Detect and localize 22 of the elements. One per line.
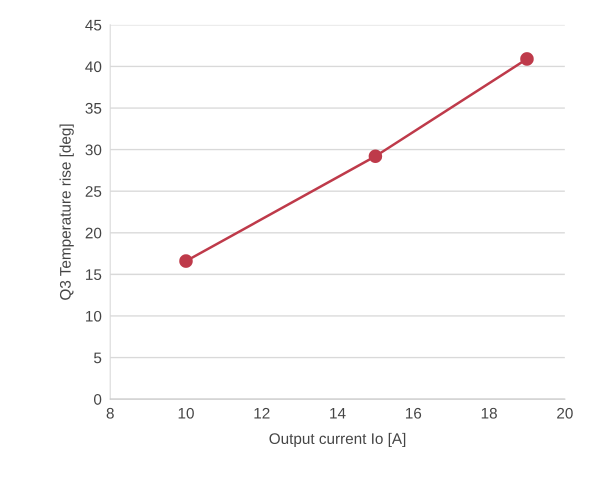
y-tick-label: 15	[86, 269, 102, 280]
y-tick-label: 0	[94, 394, 102, 405]
x-tick-label: 16	[406, 408, 422, 419]
y-tick-label: 20	[86, 228, 102, 238]
x-axis-title: Output current Io [A]	[269, 432, 406, 448]
y-tick-label: 35	[85, 102, 102, 114]
point	[179, 254, 193, 268]
y-tick-label: 45	[85, 20, 102, 31]
x-tick-label: 20	[557, 408, 573, 419]
x-tick-label: 12	[254, 408, 270, 419]
y-tick-label: 5	[94, 352, 102, 364]
point	[520, 52, 534, 66]
y-tick-label: 30	[85, 144, 102, 156]
y-tick-label: 25	[86, 186, 102, 197]
y-tick-label: 40	[85, 61, 102, 72]
y-axis-title: Q3 Temperature rise [deg]	[60, 124, 74, 300]
x-tick-label: 18	[482, 408, 497, 419]
point	[368, 150, 382, 164]
y-tick-label: 10	[86, 310, 102, 322]
x-tick-label: 8	[106, 408, 114, 419]
x-tick-label: 10	[178, 408, 194, 419]
x-tick-label: 14	[330, 408, 346, 419]
